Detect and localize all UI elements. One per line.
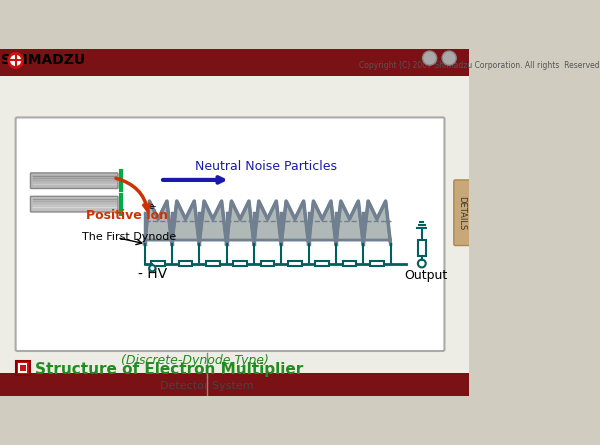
- Circle shape: [8, 53, 23, 68]
- Text: (Discrete-Dynode Type): (Discrete-Dynode Type): [121, 354, 269, 367]
- Text: Detector System: Detector System: [160, 381, 254, 391]
- Bar: [316, 261, 329, 266]
- Bar: [370, 261, 384, 266]
- Polygon shape: [254, 201, 281, 244]
- Circle shape: [418, 259, 426, 267]
- Bar: [179, 261, 193, 266]
- Bar: [261, 261, 274, 266]
- Polygon shape: [281, 201, 308, 244]
- Bar: [418, 240, 426, 256]
- FancyBboxPatch shape: [454, 180, 470, 246]
- Text: e-: e-: [148, 202, 157, 211]
- Text: Structure of Electron Multiplier: Structure of Electron Multiplier: [35, 362, 304, 377]
- Bar: [206, 261, 220, 266]
- Polygon shape: [0, 373, 469, 396]
- Polygon shape: [227, 201, 254, 244]
- Bar: [16, 361, 29, 375]
- Circle shape: [422, 51, 437, 65]
- Polygon shape: [172, 201, 199, 244]
- Bar: [18, 364, 28, 373]
- Circle shape: [442, 51, 456, 65]
- Bar: [288, 261, 302, 266]
- Text: Copyright (C) 2007 Shimadzu Corporation. All rights  Reserved: Copyright (C) 2007 Shimadzu Corporation.…: [359, 61, 600, 70]
- FancyBboxPatch shape: [31, 196, 118, 212]
- Bar: [20, 365, 26, 371]
- Text: Positive Ion: Positive Ion: [86, 209, 168, 222]
- FancyBboxPatch shape: [16, 117, 445, 351]
- FancyBboxPatch shape: [31, 173, 118, 189]
- Text: Neutral Noise Particles: Neutral Noise Particles: [195, 160, 337, 173]
- Text: - HV: - HV: [138, 267, 167, 280]
- Polygon shape: [199, 201, 227, 244]
- Polygon shape: [145, 201, 172, 244]
- Polygon shape: [308, 201, 336, 244]
- Circle shape: [149, 265, 155, 271]
- Polygon shape: [0, 49, 469, 76]
- Bar: [233, 261, 247, 266]
- Polygon shape: [363, 201, 391, 244]
- Bar: [151, 261, 165, 266]
- Text: Output: Output: [404, 269, 448, 282]
- Bar: [343, 261, 356, 266]
- Text: The First Dynode: The First Dynode: [82, 232, 176, 242]
- Text: DETAILS: DETAILS: [457, 196, 466, 230]
- Text: SHIMADZU: SHIMADZU: [1, 53, 85, 67]
- Polygon shape: [336, 201, 363, 244]
- Polygon shape: [0, 76, 469, 373]
